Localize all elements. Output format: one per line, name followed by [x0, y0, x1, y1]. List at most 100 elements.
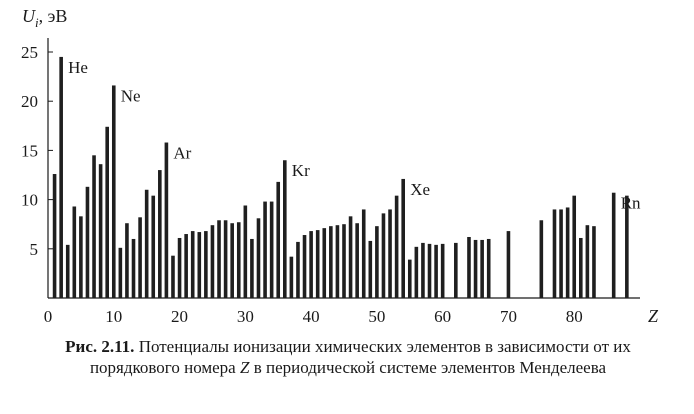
bar [276, 181, 281, 298]
bar [434, 244, 438, 298]
bar [210, 225, 215, 298]
figure-caption: Рис. 2.11. Потенциалы ионизации химическ… [28, 336, 668, 378]
bar [401, 178, 405, 298]
bar [85, 186, 90, 298]
bar [125, 223, 129, 298]
bar [296, 241, 300, 298]
x-tick-label: 60 [434, 307, 451, 326]
bar [79, 216, 83, 298]
bar [118, 247, 123, 298]
bar [263, 201, 267, 298]
bar [322, 228, 327, 298]
bar [250, 238, 254, 298]
caption-label: Рис. 2.11. [65, 337, 135, 356]
bar [105, 126, 109, 298]
bar [184, 234, 188, 298]
y-axis-unit: , эВ [39, 6, 68, 26]
element-label: Rn [621, 194, 641, 213]
bar [329, 226, 333, 298]
bar [289, 256, 294, 298]
bar [585, 225, 590, 298]
bar [269, 201, 274, 298]
bar [59, 56, 63, 298]
bar [565, 207, 570, 298]
bar [381, 213, 386, 298]
bar [407, 259, 412, 298]
bar [243, 205, 248, 298]
bar [348, 216, 353, 298]
axes: 5 10 15 20 25 0 10 20 30 40 50 60 70 80 [21, 38, 640, 326]
bar [52, 174, 57, 298]
bar [480, 239, 484, 298]
bar [151, 195, 156, 298]
element-label: Xe [410, 180, 430, 199]
bar [283, 160, 287, 298]
x-tick-label: 10 [105, 307, 122, 326]
y-tick-label: 25 [21, 43, 38, 62]
bar [625, 195, 629, 298]
bar [342, 224, 346, 298]
bar [440, 243, 445, 298]
bar [309, 231, 313, 298]
x-tick-label: 50 [368, 307, 385, 326]
bar [467, 236, 471, 298]
bar [315, 230, 320, 298]
bar [355, 223, 359, 298]
bar [92, 155, 96, 298]
bar [506, 231, 511, 298]
bar [131, 238, 136, 298]
bar [414, 246, 419, 298]
bar [223, 220, 228, 298]
labels-layer: He Ne Ar Kr Xe Rn [68, 58, 641, 213]
y-axis-symbol: U [22, 6, 36, 26]
y-tick-label: 20 [21, 92, 38, 111]
bar [164, 142, 169, 298]
x-tick-label: 40 [303, 307, 320, 326]
caption-z-symbol: Z [239, 358, 250, 377]
bar [375, 226, 379, 298]
caption-text-part1: Потенциалы ионизации химических элементо… [89, 337, 631, 377]
element-label: Ne [121, 86, 141, 105]
bar [98, 164, 103, 298]
bar [552, 209, 557, 298]
element-label: Ar [173, 144, 191, 163]
bar [302, 235, 307, 298]
bar [388, 209, 392, 298]
bar [592, 226, 596, 298]
bar [611, 192, 616, 298]
bar [144, 189, 149, 298]
y-tick-label: 5 [30, 240, 39, 259]
x-tick-label: 70 [500, 307, 517, 326]
y-tick-label: 15 [21, 141, 38, 160]
bar [473, 239, 478, 298]
bar [368, 240, 373, 298]
element-label: He [68, 58, 88, 77]
x-tick-label: 20 [171, 307, 188, 326]
bar [65, 244, 70, 298]
bar [171, 255, 175, 298]
bar [454, 242, 458, 298]
bar [579, 237, 583, 298]
bar [394, 195, 399, 298]
y-axis-label: Ui, эВ [22, 6, 67, 30]
bar [539, 220, 544, 298]
bar [158, 170, 162, 298]
x-tick-label: 0 [44, 307, 53, 326]
bar [256, 218, 261, 298]
x-axis-label: Z [648, 306, 659, 326]
bar [236, 222, 241, 298]
bar [559, 209, 563, 298]
bar [138, 217, 142, 298]
y-tick-label: 10 [21, 191, 38, 210]
caption-text-part2: в периодической системе элементов Мендел… [249, 358, 607, 377]
element-label: Kr [292, 161, 310, 180]
bar [204, 231, 208, 298]
bar [230, 223, 234, 298]
bar [177, 237, 182, 298]
bar [72, 206, 77, 298]
bar [572, 195, 577, 298]
bar [421, 242, 425, 298]
bar [197, 232, 202, 298]
bars-layer [52, 56, 629, 299]
